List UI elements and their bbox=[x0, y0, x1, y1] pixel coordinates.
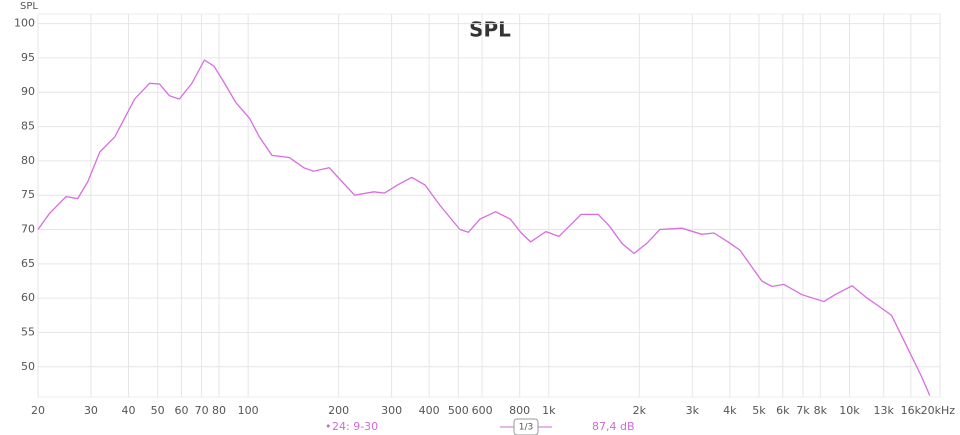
x-tick-label: 6k bbox=[776, 404, 790, 417]
y-tick-label: 55 bbox=[21, 325, 35, 338]
x-tick-label: 40 bbox=[122, 404, 136, 417]
y-tick-label: 75 bbox=[21, 188, 35, 201]
chart-title: SPL bbox=[469, 18, 511, 42]
smoothing-label[interactable]: 1/3 bbox=[519, 423, 533, 433]
x-tick-label: 400 bbox=[419, 404, 440, 417]
y-tick-label: 80 bbox=[21, 154, 35, 167]
y-axis-label: SPL bbox=[20, 1, 38, 12]
x-tick-label: 4k bbox=[723, 404, 737, 417]
y-tick-label: 60 bbox=[21, 291, 35, 304]
x-tick-label: 100 bbox=[238, 404, 259, 417]
legend-marker: • bbox=[325, 420, 332, 433]
y-tick-label: 95 bbox=[21, 51, 35, 64]
x-tick-label: 3k bbox=[686, 404, 700, 417]
x-tick-label: 2k bbox=[633, 404, 647, 417]
x-tick-label: 600 bbox=[472, 404, 493, 417]
x-tick-label: 60 bbox=[174, 404, 188, 417]
x-tick-label: 7k bbox=[796, 404, 810, 417]
x-tick-label: 8k bbox=[814, 404, 828, 417]
legend-entry[interactable]: 24: 9-30 bbox=[332, 420, 378, 433]
x-tick-label: 50 bbox=[151, 404, 165, 417]
x-tick-label: 13k bbox=[874, 404, 895, 417]
x-tick-label: 10k bbox=[839, 404, 860, 417]
data-line bbox=[37, 59, 931, 396]
y-tick-label: 85 bbox=[21, 120, 35, 133]
x-tick-label: 16k bbox=[901, 404, 922, 417]
x-tick-label: 5k bbox=[752, 404, 766, 417]
x-tick-label: 1k bbox=[542, 404, 556, 417]
x-tick-label: 20kHz bbox=[921, 404, 956, 417]
y-tick-label: 90 bbox=[21, 85, 35, 98]
x-tick-label: 500 bbox=[448, 404, 469, 417]
plot-area bbox=[37, 13, 941, 398]
y-tick-label: 70 bbox=[21, 223, 35, 236]
y-tick-label: 50 bbox=[21, 360, 35, 373]
x-tick-label: 800 bbox=[509, 404, 530, 417]
x-tick-label: 70 bbox=[195, 404, 209, 417]
smoothing-button[interactable] bbox=[513, 418, 539, 435]
x-tick-label: 20 bbox=[31, 404, 45, 417]
y-tick-label: 65 bbox=[21, 257, 35, 270]
x-tick-label: 300 bbox=[381, 404, 402, 417]
level-label: 87,4 dB bbox=[592, 420, 635, 433]
x-tick-label: 30 bbox=[84, 404, 98, 417]
x-tick-label: 80 bbox=[212, 404, 226, 417]
x-tick-label: 200 bbox=[328, 404, 349, 417]
y-tick-label: 100 bbox=[14, 17, 35, 30]
